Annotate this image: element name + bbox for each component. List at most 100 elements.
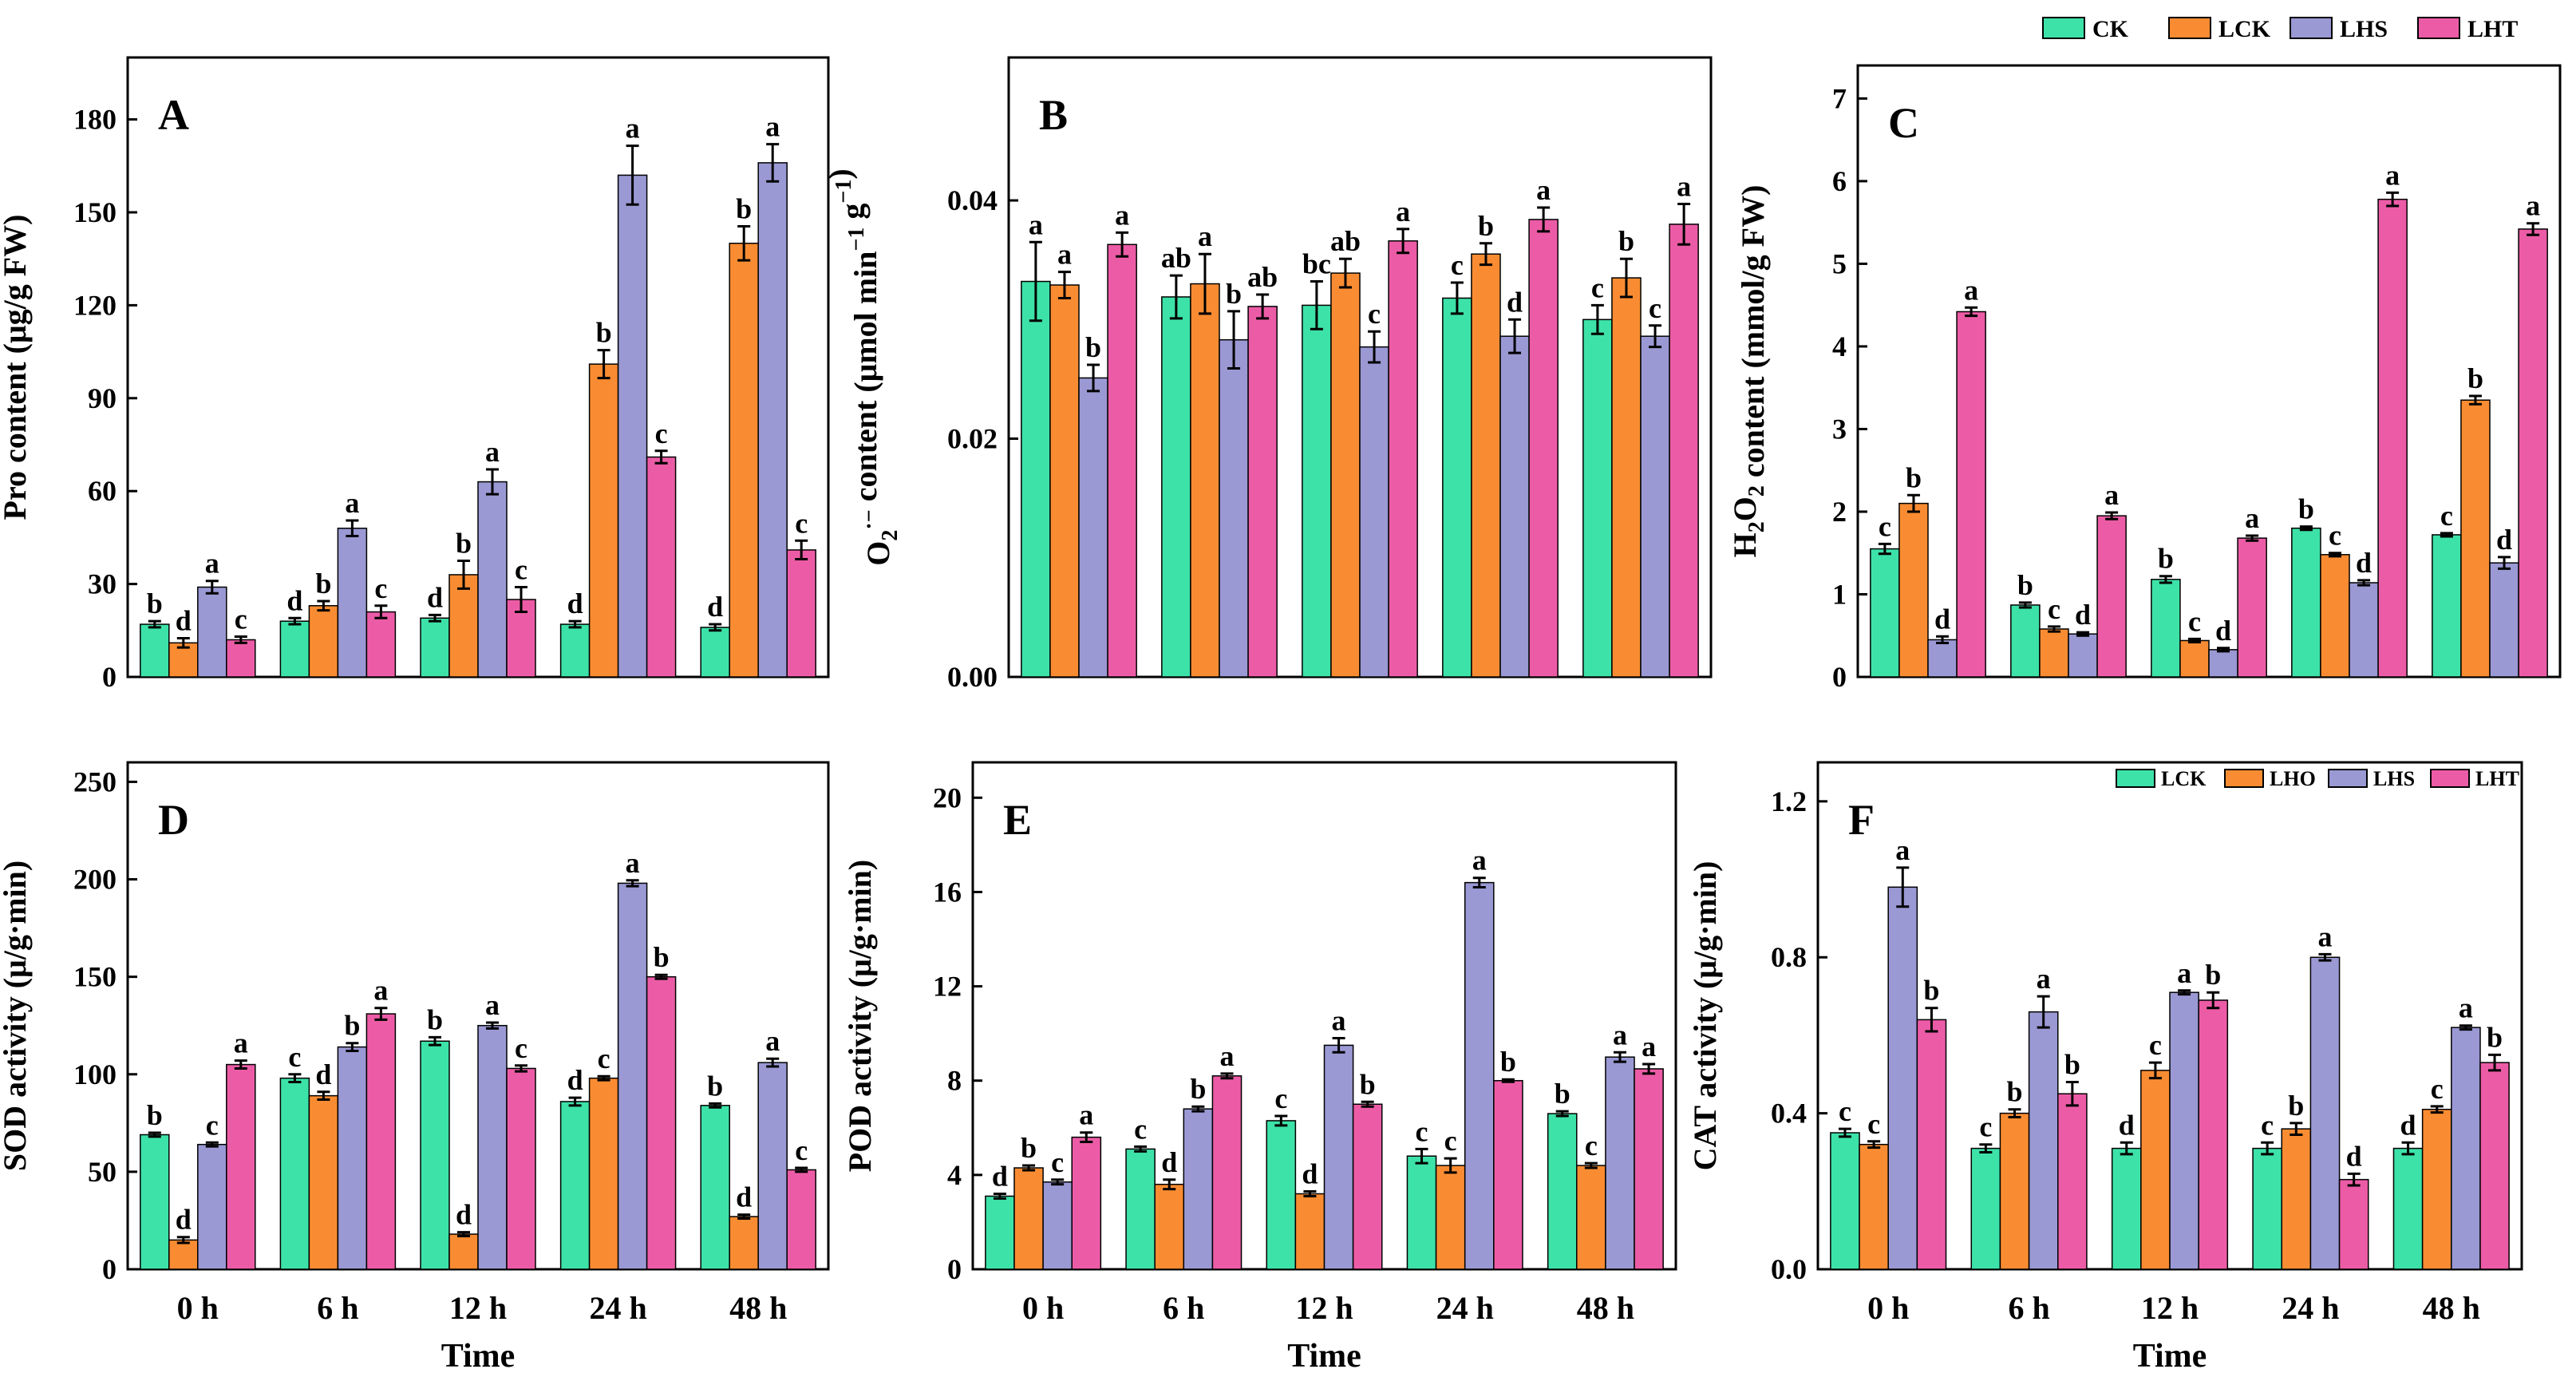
- y-tick-label: 0.02: [947, 423, 998, 455]
- y-axis-label: SOD activity (μ/g·min): [0, 861, 33, 1171]
- bar-lhs-1: [1078, 377, 1108, 678]
- significance-letter: d: [2215, 615, 2231, 647]
- panel-letter: A: [158, 91, 189, 139]
- significance-letter: b: [736, 192, 752, 224]
- significance-letter: c: [1444, 1125, 1457, 1157]
- y-tick-label: 50: [88, 1156, 117, 1188]
- significance-letter: b: [2158, 543, 2174, 575]
- bar-lht-1: [1956, 311, 1986, 678]
- significance-letter: b: [1478, 210, 1494, 242]
- bar-lht-1: [226, 1063, 256, 1270]
- significance-letter: a: [1115, 199, 1129, 231]
- legend-f-swatch-lho: [2224, 769, 2264, 788]
- significance-letter: a: [1964, 274, 1978, 306]
- significance-letter: a: [2385, 159, 2400, 191]
- significance-letter: b: [1906, 461, 1922, 493]
- significance-letter: a: [765, 1025, 780, 1057]
- significance-letter: b: [2487, 1021, 2503, 1053]
- y-tick-label: 120: [73, 289, 117, 321]
- y-tick-label: 2: [1832, 496, 1847, 528]
- significance-letter: b: [2298, 493, 2314, 525]
- bar-lck-3: [1330, 272, 1361, 678]
- legend-f-label-lht: LHT: [2475, 767, 2519, 790]
- bar-lht-2: [365, 611, 397, 678]
- bar-lht-4: [1528, 219, 1559, 678]
- x-category-label: 0 h: [177, 1290, 219, 1326]
- bar-ck-3: [2151, 579, 2181, 678]
- bar-lht-5: [1634, 1068, 1664, 1270]
- bar-lck-4: [2252, 1147, 2282, 1270]
- significance-letter: d: [567, 588, 583, 619]
- significance-letter: a: [1332, 1005, 1346, 1037]
- bar-lck-3: [1294, 1193, 1326, 1270]
- y-tick-label: 30: [88, 568, 117, 600]
- bar-lhs-5: [757, 162, 788, 678]
- significance-letter: c: [374, 572, 387, 604]
- legend-f-swatch-lht: [2430, 769, 2470, 788]
- significance-letter: b: [1190, 1073, 1206, 1105]
- panel-letter: C: [1888, 99, 1919, 147]
- bar-lhs-2: [337, 1046, 368, 1270]
- y-tick-label: 1.2: [1771, 785, 1807, 817]
- bar-lck-1: [1898, 502, 1929, 678]
- significance-letter: c: [1591, 271, 1604, 303]
- bar-lhs-3: [1323, 1044, 1354, 1270]
- significance-letter: a: [2245, 502, 2259, 534]
- bar-lho-4: [2281, 1128, 2312, 1270]
- significance-letter: c: [515, 553, 527, 585]
- bar-lck-1: [1049, 284, 1080, 678]
- x-category-label: 24 h: [1436, 1290, 1494, 1326]
- significance-letter: a: [2177, 957, 2191, 989]
- significance-letter: c: [2048, 593, 2060, 625]
- bar-lck-4: [1435, 1165, 1466, 1270]
- y-tick-label: 60: [88, 475, 117, 507]
- significance-letter: a: [1895, 834, 1910, 866]
- significance-letter: c: [2261, 1109, 2274, 1141]
- significance-letter: b: [707, 1070, 723, 1102]
- bar-lhs-5: [757, 1062, 788, 1270]
- significance-letter: a: [485, 436, 500, 468]
- bar-lck-2: [308, 1094, 339, 1270]
- bar-lhs-5: [1640, 335, 1670, 678]
- y-tick-label: 0.0: [1771, 1253, 1807, 1285]
- y-tick-label: 150: [73, 196, 117, 228]
- significance-letter: d: [1507, 286, 1523, 318]
- bar-ck-4: [559, 1101, 591, 1270]
- significance-letter: a: [1219, 1040, 1234, 1072]
- panel-b: 0.00 0.02 0.04 O2·− content (μmol min−1 g−1…: [822, 56, 1713, 693]
- y-tick-label: 150: [73, 961, 117, 993]
- significance-letter: c: [1979, 1111, 1992, 1143]
- significance-letter: a: [1613, 1019, 1627, 1051]
- bar-ck-5: [1547, 1113, 1578, 1270]
- y-axis-label: H2O2 content (mmol/g FW): [1727, 185, 1771, 558]
- significance-letter: b: [147, 588, 163, 619]
- bar-lck-5: [729, 1216, 759, 1270]
- bar-lht-4: [646, 975, 677, 1270]
- significance-letter: d: [286, 584, 302, 616]
- significance-letter: a: [765, 111, 780, 143]
- x-category-label: 48 h: [1577, 1290, 1634, 1326]
- bar-lck-4: [1471, 253, 1501, 678]
- significance-letter: c: [1879, 510, 1891, 542]
- significance-letter: b: [456, 528, 472, 560]
- significance-letter: d: [1934, 603, 1950, 635]
- significance-letter: a: [1057, 239, 1072, 271]
- significance-letter: d: [456, 1199, 472, 1231]
- y-axis-label: POD activity (μ/g·min): [842, 860, 878, 1173]
- x-category-label: 6 h: [2008, 1290, 2049, 1326]
- bar-lht-3: [1352, 1103, 1383, 1270]
- significance-letter: c: [1051, 1146, 1064, 1178]
- significance-letter: a: [1677, 171, 1691, 203]
- y-axis-label: Pro content (μg/g FW): [0, 215, 33, 520]
- legend-label-lhs: LHS: [2340, 16, 2388, 42]
- significance-letter: c: [795, 507, 808, 539]
- y-tick-label: 0.8: [1771, 941, 1807, 973]
- bar-lho-1: [1859, 1143, 1889, 1270]
- significance-letter: d: [2400, 1109, 2416, 1141]
- bar-lhs-1: [1887, 886, 1918, 1270]
- significance-letter: c: [1134, 1113, 1147, 1145]
- significance-letter: d: [2346, 1140, 2362, 1172]
- significance-letter: bc: [1302, 248, 1331, 280]
